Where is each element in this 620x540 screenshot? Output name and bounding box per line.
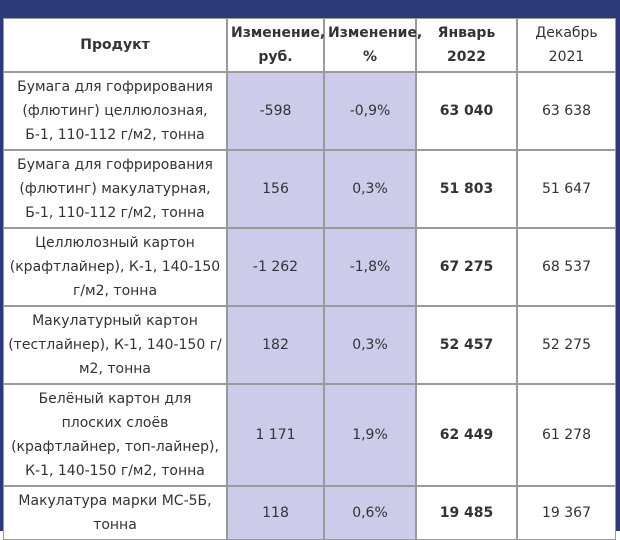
table-row: Белёный картон для плоских слоёв (крафтл… bbox=[3, 384, 616, 486]
table-row: Бумага для гофрирования (флютинг) макула… bbox=[3, 150, 616, 228]
cell-change-pct: 0,3% bbox=[324, 150, 416, 228]
header-jan-2022: Январь 2022 bbox=[416, 18, 517, 72]
table-row: Целлюлозный картон (крафтлайнер), К-1, 1… bbox=[3, 228, 616, 306]
cell-product: Макулатура марки МС-5Б, тонна bbox=[3, 486, 227, 540]
cell-change-rub: -598 bbox=[227, 72, 324, 150]
cell-change-pct: 0,6% bbox=[324, 486, 416, 540]
price-table: Продукт Изменение, руб. Изменение, % Янв… bbox=[3, 18, 616, 540]
cell-jan-2022: 51 803 bbox=[416, 150, 517, 228]
cell-change-rub: -1 262 bbox=[227, 228, 324, 306]
header-product: Продукт bbox=[3, 18, 227, 72]
cell-dec-2021: 19 367 bbox=[517, 486, 616, 540]
cell-change-rub: 1 171 bbox=[227, 384, 324, 486]
cell-jan-2022: 67 275 bbox=[416, 228, 517, 306]
cell-product: Бумага для гофрирования (флютинг) макула… bbox=[3, 150, 227, 228]
cell-change-pct: 0,3% bbox=[324, 306, 416, 384]
cell-jan-2022: 63 040 bbox=[416, 72, 517, 150]
table-row: Макулатурный картон (тестлайнер), К-1, 1… bbox=[3, 306, 616, 384]
header-dec-2021: Декабрь 2021 bbox=[517, 18, 616, 72]
cell-change-rub: 182 bbox=[227, 306, 324, 384]
header-change-rub: Изменение, руб. bbox=[227, 18, 325, 72]
cell-product: Целлюлозный картон (крафтлайнер), К-1, 1… bbox=[3, 228, 227, 306]
cell-change-pct: 1,9% bbox=[324, 384, 416, 486]
header-change-pct: Изменение, % bbox=[324, 18, 422, 72]
cell-change-pct: -0,9% bbox=[324, 72, 416, 150]
cell-dec-2021: 52 275 bbox=[517, 306, 616, 384]
cell-dec-2021: 68 537 bbox=[517, 228, 616, 306]
table-row: Макулатура марки МС-5Б, тонна 118 0,6% 1… bbox=[3, 486, 616, 540]
cell-dec-2021: 61 278 bbox=[517, 384, 616, 486]
cell-product: Белёный картон для плоских слоёв (крафтл… bbox=[3, 384, 227, 486]
cell-jan-2022: 19 485 bbox=[416, 486, 517, 540]
cell-jan-2022: 52 457 bbox=[416, 306, 517, 384]
cell-change-rub: 118 bbox=[227, 486, 324, 540]
cell-dec-2021: 51 647 bbox=[517, 150, 616, 228]
cell-change-pct: -1,8% bbox=[324, 228, 416, 306]
cell-jan-2022: 62 449 bbox=[416, 384, 517, 486]
header-row: Продукт Изменение, руб. Изменение, % Янв… bbox=[3, 18, 616, 72]
cell-product: Бумага для гофрирования (флютинг) целлюл… bbox=[3, 72, 227, 150]
cell-change-rub: 156 bbox=[227, 150, 324, 228]
cell-product: Макулатурный картон (тестлайнер), К-1, 1… bbox=[3, 306, 227, 384]
table-row: Бумага для гофрирования (флютинг) целлюл… bbox=[3, 72, 616, 150]
cell-dec-2021: 63 638 bbox=[517, 72, 616, 150]
